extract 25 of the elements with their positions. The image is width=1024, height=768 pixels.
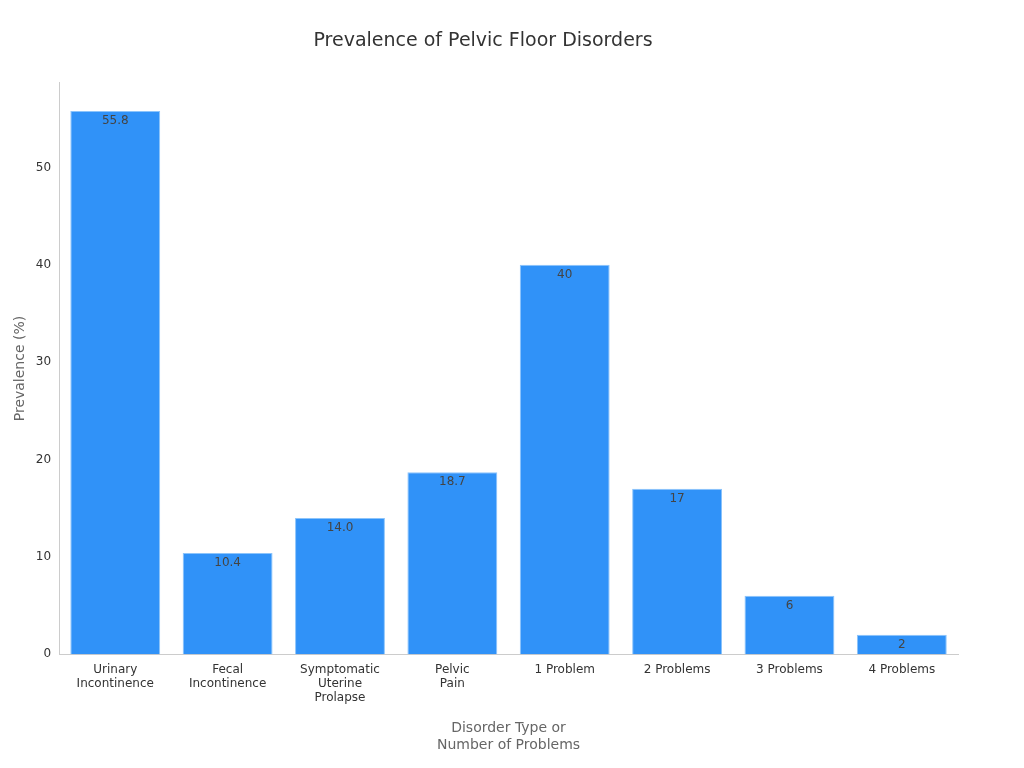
x-tick-label: Fecal Incontinence	[188, 661, 267, 690]
y-tick-label: 10	[35, 548, 52, 563]
data-label: 10.4	[214, 555, 241, 570]
data-label: 18.7	[438, 474, 466, 489]
data-label: 40	[557, 266, 573, 281]
data-label: 14.0	[326, 520, 354, 535]
y-axis-title: Prevalence (%)	[11, 315, 28, 422]
x-tick-label: 4 Problems	[868, 661, 936, 676]
y-tick-label: 50	[35, 159, 52, 174]
x-tick-label: Symptomatic Uterine Prolapse	[300, 661, 380, 705]
x-tick-label: 1 Problem	[534, 661, 595, 676]
x-tick-label: Urinary Incontinence	[76, 661, 154, 690]
y-tick-label: 0	[43, 646, 52, 661]
chart-title: Prevalence of Pelvic Floor Disorders	[313, 28, 653, 51]
data-label: 17	[669, 490, 685, 505]
y-tick-label: 30	[35, 354, 52, 369]
data-label: 55.8	[101, 113, 129, 128]
x-tick-label: 2 Problems	[643, 661, 711, 676]
data-label: 2	[898, 636, 906, 651]
y-tick-label: 40	[35, 256, 52, 271]
data-label: 6	[785, 597, 794, 612]
y-tick-label: 20	[35, 451, 52, 466]
x-tick-label: Pelvic Pain	[435, 661, 470, 690]
x-axis-title: Disorder Type or Number of Problems	[436, 719, 581, 753]
x-tick-label: 3 Problems	[756, 661, 823, 676]
